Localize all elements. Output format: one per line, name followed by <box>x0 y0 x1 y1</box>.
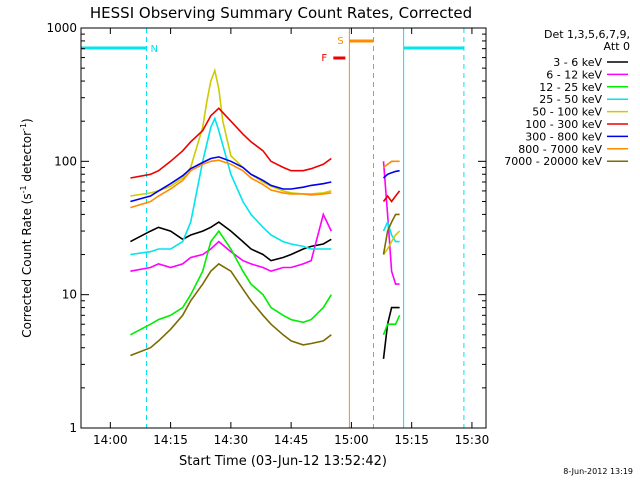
series-line-3-6 <box>382 306 400 359</box>
series-line-50-100 <box>382 230 401 255</box>
series-line-50-100 <box>130 67 332 197</box>
legend-label: 12 - 25 keV <box>539 81 602 94</box>
series-line-12-25 <box>382 314 401 336</box>
x-tick-label: 14:00 <box>93 433 128 447</box>
series-line-800-7000 <box>130 159 332 209</box>
flag-night-label: N <box>150 44 157 55</box>
series-line-3-6 <box>130 221 332 262</box>
flag-flare-label: F <box>321 53 327 64</box>
legend-label: 7000 - 20000 keV <box>504 155 602 168</box>
legend-label: 3 - 6 keV <box>553 56 602 69</box>
y-tick-label: 10 <box>62 288 77 302</box>
series-line-300-800 <box>382 169 400 179</box>
chart-title: HESSI Observing Summary Count Rates, Cor… <box>90 4 472 22</box>
y-axis-label-sup1: -1 <box>19 185 28 193</box>
x-tick-label: 14:45 <box>274 433 309 447</box>
plot-frame <box>80 27 487 429</box>
series-line-25-50 <box>130 116 332 256</box>
y-tick-label: 100 <box>54 154 77 168</box>
series-line-7000-20000 <box>130 262 332 357</box>
y-axis-label-sup2: -1 <box>19 123 28 131</box>
y-tick-label: 1000 <box>46 21 77 35</box>
legend-header-1: Det 1,3,5,6,7,9, <box>544 28 630 41</box>
legend-label: 25 - 50 keV <box>539 93 602 106</box>
plot-area: N SF <box>80 28 465 428</box>
y-axis-label-end: ) <box>20 118 34 123</box>
series-line-100-300 <box>382 190 401 203</box>
y-tick-label: 1 <box>69 421 77 435</box>
x-tick-label: 15:30 <box>455 433 490 447</box>
series-line-12-25 <box>130 229 332 336</box>
series-line-6-12 <box>130 212 333 273</box>
x-tick-label: 15:00 <box>334 433 369 447</box>
legend-label: 50 - 100 keV <box>532 106 602 119</box>
legend-label: 6 - 12 keV <box>546 68 602 81</box>
y-axis-label-mid: detector <box>20 131 34 186</box>
legend-label: 800 - 7000 keV <box>518 143 602 156</box>
flag-saa-label: S <box>337 36 343 47</box>
series-line-100-300 <box>130 107 332 179</box>
legend-header-2: Att 0 <box>604 40 630 53</box>
y-axis-label-main: Corrected Count Rate (s <box>20 193 34 337</box>
legend-label: 100 - 300 keV <box>525 118 602 131</box>
series-line-800-7000 <box>383 160 400 169</box>
timestamp: 8-Jun-2012 13:19 <box>563 467 633 476</box>
x-axis: 14:00 14:15 14:30 14:45 15:00 15:15 15:30 <box>93 28 489 447</box>
y-axis-label: Corrected Count Rate (s-1 detector-1) <box>19 118 34 337</box>
legend-label: 300 - 800 keV <box>525 130 602 143</box>
y-axis: 1 10 100 1000 <box>46 21 486 435</box>
series-line-7000-20000 <box>382 213 400 255</box>
x-tick-label: 15:15 <box>394 433 429 447</box>
series-line-300-800 <box>130 156 332 203</box>
x-tick-label: 14:15 <box>153 433 188 447</box>
series-line-25-50 <box>382 219 400 243</box>
x-axis-label: Start Time (03-Jun-12 13:52:42) <box>179 454 387 469</box>
x-tick-label: 14:30 <box>214 433 249 447</box>
